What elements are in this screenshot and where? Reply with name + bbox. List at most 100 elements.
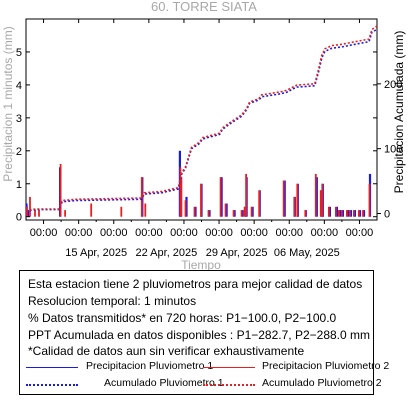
legend-swatch-precip1 [26, 367, 78, 368]
precip-p2-bars [26, 164, 371, 217]
x-tick-label: 00:00 [205, 227, 233, 239]
precip-p2-bar [321, 183, 324, 217]
y-left-tick-label: 5 [16, 47, 22, 59]
precip-p1-bar [233, 210, 236, 217]
x-date-label: 22 Apr, 2025 [136, 247, 198, 259]
precip-p2-bar [245, 173, 247, 217]
info-line-2: Resolucion temporal: 1 minutos [28, 294, 197, 308]
x-tick-label: 00:00 [275, 227, 303, 239]
precip-p1-bar [358, 210, 362, 217]
precip-p2-bar [338, 210, 340, 217]
precip-p2-bar [335, 206, 337, 217]
precip-p2-bar [358, 210, 360, 217]
precip-p1-bar [335, 206, 338, 217]
precip-p2-bar [296, 183, 299, 217]
legend-label-acum1: Acumulado Pluviometro 1 [104, 377, 224, 389]
y-right-tick-label: 0 [384, 209, 390, 221]
precip-p2-bar [328, 206, 330, 217]
precip-p2-bar [240, 210, 243, 217]
precip-p2-bar [90, 203, 93, 217]
precip-p2-bar [362, 210, 364, 217]
precip-p2-bar [293, 196, 296, 217]
y-axis-label-left: Precipitacion 1 minutos (mm) [1, 26, 15, 181]
precip-p2-bar [346, 210, 348, 217]
precip-p2-bar [184, 200, 187, 217]
legend-label-precip2: Precipitacion Pluviometro 2 [262, 360, 390, 372]
precip-p2-bar [243, 206, 246, 217]
precip-p1-bar [26, 210, 30, 217]
precip-p2-bar [353, 210, 355, 217]
legend-swatch-acum2 [203, 384, 255, 386]
info-line-3: % Datos transmitidos* en 720 horas: P1−1… [28, 311, 337, 325]
y-axis-label-right: Precipitacion Acumulada (mm) [392, 31, 406, 194]
precip-p2-bar [179, 167, 182, 217]
x-tick-label: 00:00 [135, 227, 163, 239]
precip-p2-bar [224, 203, 227, 217]
x-tick-label: 00:00 [311, 227, 339, 239]
precip-p2-bar [319, 190, 322, 217]
y-left-tick-label: 0 [16, 212, 22, 224]
y-left-tick-label: 2 [16, 146, 22, 158]
precip-p2-bar [349, 210, 351, 217]
precip-p1-bar [328, 206, 331, 217]
precip-p1-bar [346, 210, 349, 217]
precip-p2-bar [232, 210, 235, 217]
x-tick-label: 00:00 [170, 227, 198, 239]
precip-p2-bar [140, 177, 143, 217]
precip-p2-bar [59, 164, 62, 217]
y-left-tick-label: 1 [16, 179, 22, 191]
precip-p1-bar [194, 206, 197, 217]
precip-p2-bar [193, 206, 196, 217]
acum-p1-line [25, 28, 378, 213]
cumulative-lines [25, 25, 378, 213]
precip-p1-bar [283, 180, 286, 217]
x-date-label: 06 May, 2025 [274, 247, 340, 259]
precip-p2-bar [64, 210, 66, 217]
precip-p1-bar [315, 177, 318, 217]
precip-p1-bar [362, 210, 366, 217]
precip-p2-bar [341, 210, 343, 217]
info-line-1: Esta estacion tiene 2 pluviometros para … [28, 277, 363, 291]
precip-p2-bar [314, 173, 317, 217]
x-tick-label: 00:00 [65, 227, 93, 239]
precip-p1-bar [241, 210, 244, 217]
precip-p2-bar [250, 206, 253, 217]
precip-p2-bar [144, 203, 147, 217]
precip-p2-bar [368, 183, 371, 217]
legend-swatch-precip2 [203, 367, 255, 368]
y-right-tick-label: 100 [384, 144, 402, 156]
precip-p1-bar [341, 210, 344, 217]
precip-p2-bar [180, 177, 183, 217]
precip-p1-bar [208, 210, 211, 217]
precip-p2-bar [38, 210, 40, 217]
precip-p1-bar [225, 203, 228, 217]
y-left-tick-label: 4 [16, 80, 22, 92]
precip-p1-bar [349, 210, 352, 217]
y-left-tick-label: 3 [16, 113, 22, 125]
info-line-5: *Calidad de datos aun sin verificar exha… [28, 344, 305, 358]
precip-p1-bar [220, 177, 223, 217]
precip-p2-bar [29, 196, 31, 217]
x-axis-label: Tiempo [181, 258, 221, 272]
precip-p1-bar [353, 210, 356, 217]
precip-p2-bar [258, 190, 261, 217]
chart-title: 60. TORRE SIATA [151, 0, 257, 14]
y-right-tick-label: 200 [384, 79, 402, 91]
x-date-label: 15 Apr, 2025 [65, 247, 127, 259]
legend-label-acum2: Acumulado Pluviometro 2 [262, 377, 382, 389]
axis-ticks: 0 1 2 3 4 5 0 100 200 00:00 00:00 00:00 00:00 00:00 00… [16, 19, 402, 259]
x-tick-label: 00:00 [240, 227, 268, 239]
precip-p1-bar [338, 210, 341, 217]
precip-p2-bar [120, 206, 123, 217]
precip-p2-bar [207, 210, 210, 217]
precip-p2-bar [219, 177, 222, 217]
x-tick-label: 00:00 [346, 227, 374, 239]
x-date-label: 29 Apr, 2025 [206, 247, 268, 259]
x-tick-label: 00:00 [100, 227, 128, 239]
precip-p1-bar [185, 196, 188, 217]
info-line-4: PPT Acumulada en datos disponibles : P1−… [28, 328, 370, 342]
x-tick-label: 00:00 [30, 227, 58, 239]
precip-p2-bar [200, 183, 202, 217]
precip-p2-bar [34, 210, 36, 217]
